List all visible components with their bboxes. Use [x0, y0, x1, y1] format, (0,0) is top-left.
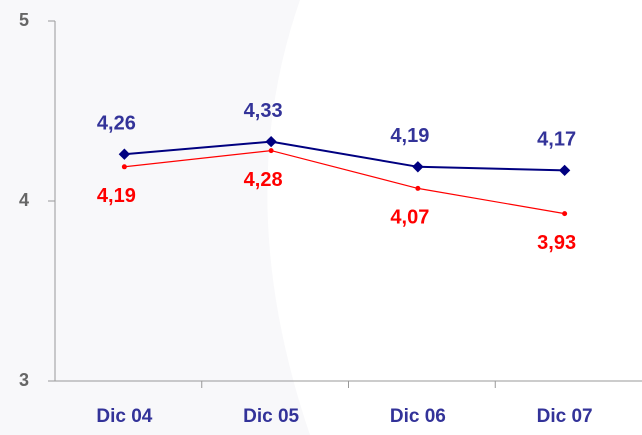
x-tick-label: Dic 04 — [96, 406, 152, 427]
data-label: 3,93 — [537, 232, 576, 254]
background-shape — [0, 0, 310, 435]
x-tick-label: Dic 05 — [243, 406, 299, 427]
x-tick-label: Dic 07 — [537, 406, 593, 427]
series-line — [124, 140, 565, 172]
y-tick-label: 5 — [19, 10, 29, 30]
point-marker — [558, 164, 571, 177]
data-label: 4,26 — [97, 112, 136, 134]
data-label: 4,19 — [97, 185, 136, 207]
data-label: 4,17 — [537, 129, 576, 151]
data-label: 4,28 — [244, 169, 283, 191]
point-marker — [265, 135, 277, 148]
point-marker — [121, 164, 127, 170]
background-stripes — [0, 0, 310, 435]
data-label: 4,19 — [390, 125, 429, 147]
series-line — [124, 149, 565, 215]
point-marker — [415, 185, 421, 191]
point-marker — [562, 211, 568, 217]
data-label: 4,33 — [244, 100, 283, 122]
y-tick-label: 4 — [19, 190, 29, 210]
point-marker — [412, 161, 424, 173]
x-tick-label: Dic 06 — [390, 406, 446, 427]
point-marker — [268, 148, 274, 154]
data-label: 4,07 — [390, 207, 429, 229]
y-tick-label: 3 — [19, 370, 29, 390]
